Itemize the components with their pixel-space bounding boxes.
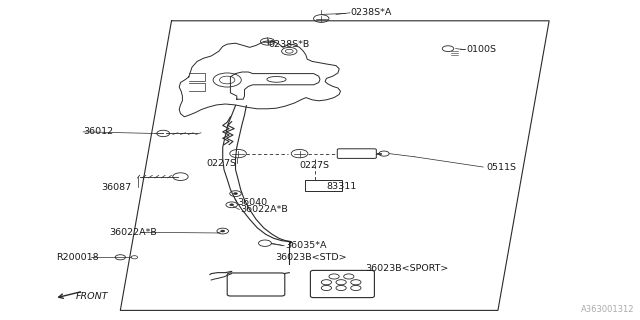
Text: 36040: 36040 <box>237 198 267 207</box>
Text: 0238S*A: 0238S*A <box>351 8 392 17</box>
Text: 0238S*B: 0238S*B <box>269 40 310 49</box>
Text: 83311: 83311 <box>326 182 356 191</box>
Text: 36023B<SPORT>: 36023B<SPORT> <box>365 264 448 273</box>
Circle shape <box>234 193 237 195</box>
Circle shape <box>230 204 234 206</box>
Text: A363001312: A363001312 <box>581 305 635 314</box>
FancyBboxPatch shape <box>305 180 342 191</box>
Circle shape <box>221 230 225 232</box>
Text: 36035*A: 36035*A <box>285 241 326 250</box>
Text: R200018: R200018 <box>56 253 99 262</box>
Text: 0511S: 0511S <box>486 163 516 172</box>
Text: FRONT: FRONT <box>76 292 108 301</box>
FancyBboxPatch shape <box>227 273 285 296</box>
FancyBboxPatch shape <box>310 270 374 298</box>
Text: 36022A*B: 36022A*B <box>240 205 288 214</box>
Text: 36087: 36087 <box>101 183 131 192</box>
Text: 36012: 36012 <box>83 127 113 136</box>
FancyBboxPatch shape <box>337 149 376 158</box>
Text: 0227S: 0227S <box>206 159 236 168</box>
Text: 0227S: 0227S <box>300 161 330 170</box>
Text: 36022A*B: 36022A*B <box>109 228 157 237</box>
Text: 0100S: 0100S <box>466 45 496 54</box>
Text: 36023B<STD>: 36023B<STD> <box>275 253 347 262</box>
